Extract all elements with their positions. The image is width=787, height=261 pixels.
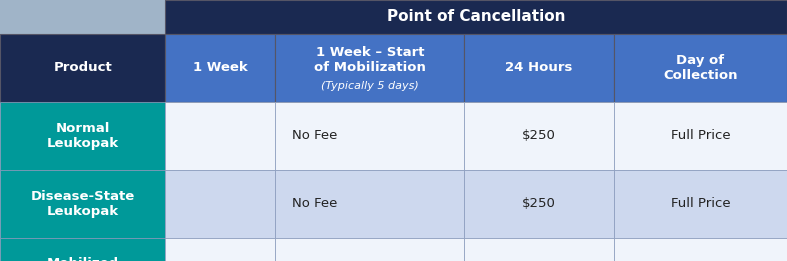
Bar (165, 238, 275, 261)
Bar (275, 238, 464, 261)
Text: Normal
Leukopak: Normal Leukopak (46, 122, 119, 150)
Text: 1 Week – Start
of Mobilization: 1 Week – Start of Mobilization (314, 46, 426, 74)
Bar (0, 34, 165, 102)
Bar (275, 170, 464, 238)
Text: $250: $250 (522, 197, 556, 210)
Bar (275, 102, 464, 170)
Text: No Fee: No Fee (292, 129, 338, 142)
Bar (0, 238, 165, 261)
Bar (464, 102, 614, 170)
Bar (614, 170, 787, 238)
Bar (464, 238, 614, 261)
Bar (165, 34, 275, 102)
Bar (614, 102, 787, 170)
Text: Point of Cancellation: Point of Cancellation (387, 9, 565, 25)
Text: (Typically 5 days): (Typically 5 days) (321, 81, 419, 91)
Text: No Fee: No Fee (292, 197, 338, 210)
Bar (165, 0, 787, 34)
Bar (464, 170, 614, 238)
Text: Full Price: Full Price (671, 129, 730, 142)
Text: Disease-State
Leukopak: Disease-State Leukopak (31, 189, 135, 218)
Text: Day of
Collection: Day of Collection (663, 54, 737, 82)
Bar (614, 238, 787, 261)
Text: Mobilized
Leukopak: Mobilized Leukopak (46, 257, 119, 261)
Bar (165, 170, 275, 238)
Text: $250: $250 (522, 129, 556, 142)
Bar (614, 34, 787, 102)
Text: 24 Hours: 24 Hours (505, 61, 573, 74)
Bar (165, 102, 275, 170)
Bar (464, 34, 614, 102)
Bar (275, 34, 464, 102)
Text: 1 Week: 1 Week (193, 61, 248, 74)
Text: Product: Product (54, 61, 112, 74)
Text: Full Price: Full Price (671, 197, 730, 210)
Bar (0, 102, 165, 170)
Bar (0, 170, 165, 238)
